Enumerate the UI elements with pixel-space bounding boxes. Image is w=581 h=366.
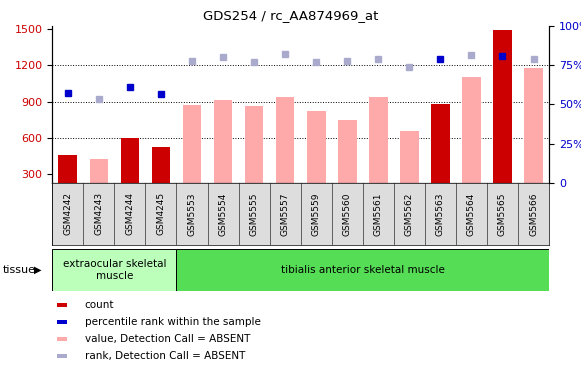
Bar xyxy=(182,105,201,183)
Bar xyxy=(400,131,419,183)
Text: rank, Detection Call = ABSENT: rank, Detection Call = ABSENT xyxy=(85,351,245,361)
Bar xyxy=(121,138,139,183)
Text: ▶: ▶ xyxy=(34,265,41,275)
Bar xyxy=(338,120,357,183)
Bar xyxy=(58,337,67,341)
Bar xyxy=(152,147,170,183)
Text: GSM5563: GSM5563 xyxy=(436,193,445,236)
Text: value, Detection Call = ABSENT: value, Detection Call = ABSENT xyxy=(85,334,250,344)
Bar xyxy=(214,100,232,183)
Text: GSM5564: GSM5564 xyxy=(467,193,476,236)
Text: GSM5562: GSM5562 xyxy=(405,193,414,236)
Text: GSM4244: GSM4244 xyxy=(125,193,134,235)
Text: tissue: tissue xyxy=(3,265,36,275)
Text: GSM5561: GSM5561 xyxy=(374,193,383,236)
Text: GSM5559: GSM5559 xyxy=(311,193,321,236)
Bar xyxy=(245,107,263,183)
Bar xyxy=(58,303,67,307)
Text: extraocular skeletal
muscle: extraocular skeletal muscle xyxy=(63,259,166,281)
Text: GSM5560: GSM5560 xyxy=(343,193,352,236)
Text: GSM5553: GSM5553 xyxy=(188,193,196,236)
Text: percentile rank within the sample: percentile rank within the sample xyxy=(85,317,260,327)
Bar xyxy=(89,160,108,183)
Text: GSM5557: GSM5557 xyxy=(281,193,290,236)
Text: GSM4243: GSM4243 xyxy=(94,193,103,235)
Bar xyxy=(276,97,295,183)
Bar xyxy=(307,111,325,183)
Text: GDS254 / rc_AA874969_at: GDS254 / rc_AA874969_at xyxy=(203,9,378,22)
Bar xyxy=(58,320,67,324)
Text: count: count xyxy=(85,300,114,310)
Text: GSM5554: GSM5554 xyxy=(218,193,228,236)
Text: GSM5566: GSM5566 xyxy=(529,193,538,236)
Bar xyxy=(524,68,543,183)
Bar xyxy=(369,97,388,183)
Bar xyxy=(431,104,450,183)
Text: GSM5565: GSM5565 xyxy=(498,193,507,236)
Bar xyxy=(52,249,177,291)
Bar xyxy=(493,30,512,183)
Text: tibialis anterior skeletal muscle: tibialis anterior skeletal muscle xyxy=(281,265,444,275)
Text: GSM4242: GSM4242 xyxy=(63,193,72,235)
Bar xyxy=(58,354,67,358)
Bar xyxy=(462,78,480,183)
Bar xyxy=(177,249,549,291)
Text: GSM4245: GSM4245 xyxy=(156,193,166,235)
Bar xyxy=(59,155,77,183)
Text: GSM5555: GSM5555 xyxy=(250,193,259,236)
